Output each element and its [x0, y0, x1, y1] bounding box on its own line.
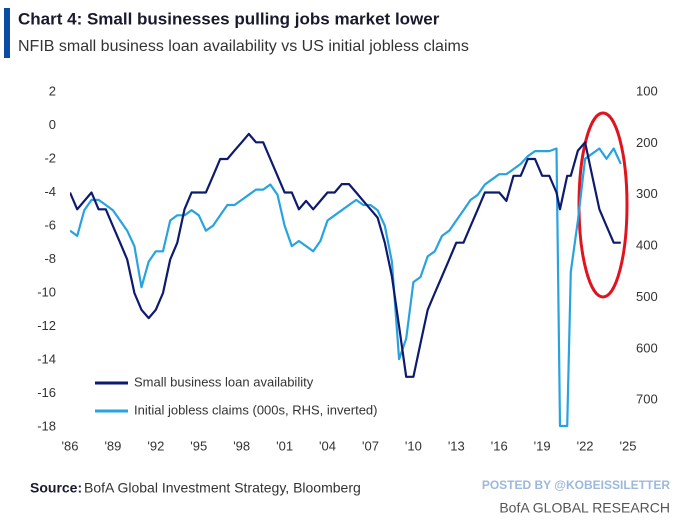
watermark: POSTED BY @KOBEISSILETTER: [482, 478, 671, 492]
legend-label: Small business loan availability: [134, 374, 314, 389]
chart-title: Chart 4: Small businesses pulling jobs m…: [18, 9, 440, 28]
series-line: [70, 147, 622, 428]
legend-label: Initial jobless claims (000s, RHS, inver…: [134, 402, 377, 417]
x-tick-label: '22: [577, 438, 594, 453]
source-label: Source:: [30, 480, 82, 496]
y2-tick-label: 600: [636, 340, 658, 355]
x-tick-label: '04: [319, 438, 336, 453]
y2-tick-label: 700: [636, 392, 658, 407]
x-tick-label: '07: [362, 438, 379, 453]
y-tick-label: -6: [44, 217, 56, 232]
y-tick-label: -2: [44, 150, 56, 165]
y-tick-label: -12: [37, 318, 56, 333]
y-tick-label: -8: [44, 251, 56, 266]
y2-tick-label: 200: [636, 135, 658, 150]
y-tick-label: 2: [49, 83, 56, 98]
y-tick-label: -18: [37, 418, 56, 433]
footer: BofA GLOBAL RESEARCH: [499, 500, 670, 516]
y2-tick-label: 400: [636, 238, 658, 253]
x-tick-label: '01: [276, 438, 293, 453]
x-tick-label: '19: [534, 438, 551, 453]
x-tick-label: '25: [620, 438, 637, 453]
x-tick-label: '10: [405, 438, 422, 453]
y-tick-label: -14: [37, 351, 56, 366]
y2-tick-label: 500: [636, 289, 658, 304]
x-tick-label: '92: [147, 438, 164, 453]
series-line: [70, 132, 621, 378]
y2-tick-label: 100: [636, 83, 658, 98]
y-tick-label: -4: [44, 184, 56, 199]
chart-subtitle: NFIB small business loan availability vs…: [18, 38, 469, 55]
x-tick-label: '89: [104, 438, 121, 453]
x-tick-label: '86: [62, 438, 79, 453]
title-bar: [4, 8, 10, 58]
y-tick-label: -10: [37, 284, 56, 299]
x-tick-label: '98: [233, 438, 250, 453]
y-tick-label: -16: [37, 385, 56, 400]
source: BofA Global Investment Strategy, Bloombe…: [84, 480, 361, 496]
x-tick-label: '16: [491, 438, 508, 453]
y-tick-label: 0: [49, 117, 56, 132]
y2-tick-label: 300: [636, 186, 658, 201]
x-tick-label: '13: [448, 438, 465, 453]
highlight-ellipse: [577, 111, 629, 299]
x-tick-label: '95: [190, 438, 207, 453]
